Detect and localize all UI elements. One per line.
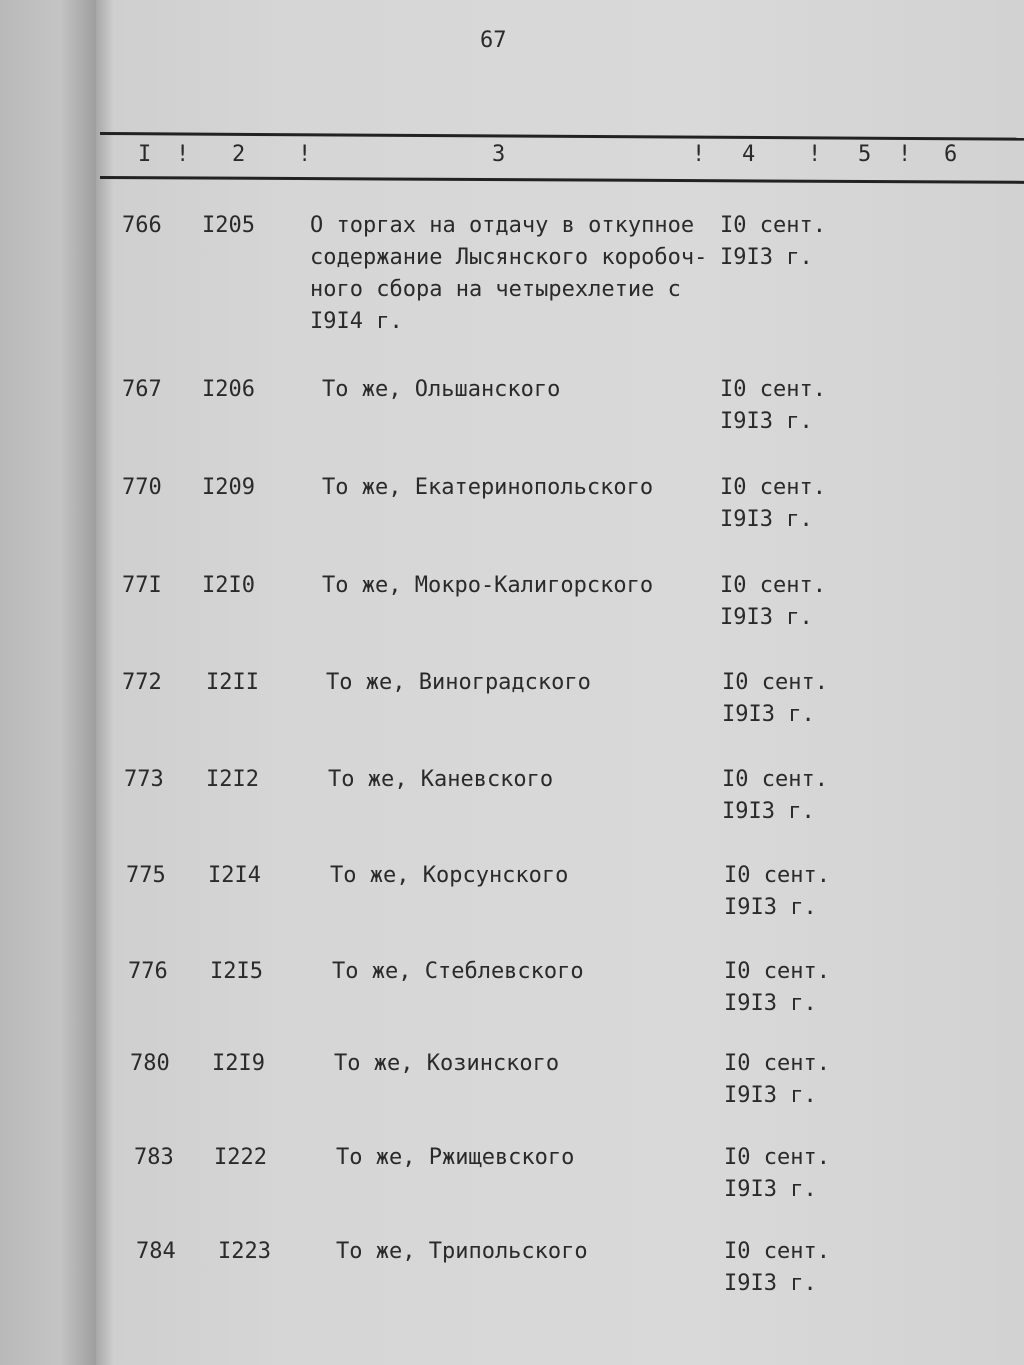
- case-number: I206: [202, 377, 255, 402]
- column-separator: !: [692, 142, 706, 167]
- case-title: То же, Каневского: [328, 767, 554, 792]
- row-number: 766: [122, 213, 162, 238]
- case-date: I0 сент. I9I3 г.: [720, 475, 826, 532]
- case-number: I205: [202, 213, 255, 238]
- row-number: 773: [124, 767, 164, 792]
- page-number: 67: [480, 28, 507, 53]
- case-title: То же, Корсунского: [330, 863, 569, 888]
- case-date: I0 сент. I9I3 г.: [720, 573, 826, 630]
- row-number: 772: [122, 670, 162, 695]
- column-header-1: I: [138, 142, 152, 167]
- case-title: То же, Трипольского: [336, 1239, 588, 1264]
- row-number: 77I: [122, 573, 162, 598]
- case-number: I2II: [206, 670, 259, 695]
- case-title: То же, Мокро-Калигорского: [322, 573, 654, 598]
- case-date: I0 сент. I9I3 г.: [724, 1145, 830, 1202]
- case-number: I2I5: [210, 959, 263, 984]
- previous-page-edge: [0, 0, 100, 1365]
- case-title: То же, Ольшанского: [322, 377, 561, 402]
- case-number: I2I0: [202, 573, 255, 598]
- case-date: I0 сент. I9I3 г.: [720, 377, 826, 434]
- case-title: То же, Козинского: [334, 1051, 560, 1076]
- case-date: I0 сент. I9I3 г.: [724, 959, 830, 1016]
- case-title: То же, Стеблевского: [332, 959, 584, 984]
- case-number: I2I4: [208, 863, 261, 888]
- case-title: О торгах на отдачу в откупное содержание…: [310, 213, 708, 334]
- case-date: I0 сент. I9I3 г.: [724, 1239, 830, 1296]
- column-separator: !: [298, 142, 312, 167]
- case-title: То же, Екатеринопольского: [322, 475, 654, 500]
- row-number: 767: [122, 377, 162, 402]
- row-number: 776: [128, 959, 168, 984]
- column-separator: !: [808, 142, 822, 167]
- row-number: 770: [122, 475, 162, 500]
- case-date: I0 сент. I9I3 г.: [724, 863, 830, 920]
- row-number: 783: [134, 1145, 174, 1170]
- case-number: I223: [218, 1239, 271, 1264]
- row-number: 780: [130, 1051, 170, 1076]
- case-number: I222: [214, 1145, 267, 1170]
- document-page: [96, 0, 1024, 1365]
- case-number: I2I9: [212, 1051, 265, 1076]
- case-number: I2I2: [206, 767, 259, 792]
- column-separator: !: [176, 142, 190, 167]
- row-number: 784: [136, 1239, 176, 1264]
- row-number: 775: [126, 863, 166, 888]
- column-header-4: 4: [742, 142, 756, 167]
- case-title: То же, Ржищевского: [336, 1145, 575, 1170]
- case-number: I209: [202, 475, 255, 500]
- case-title: То же, Виноградского: [326, 670, 591, 695]
- case-date: I0 сент. I9I3 г.: [724, 1051, 830, 1108]
- column-header-5: 5: [858, 142, 872, 167]
- column-separator: !: [898, 142, 912, 167]
- column-header-6: 6: [944, 142, 958, 167]
- case-date: I0 сент. I9I3 г.: [720, 213, 826, 270]
- column-header-3: 3: [492, 142, 506, 167]
- case-date: I0 сент. I9I3 г.: [722, 670, 828, 727]
- column-header-2: 2: [232, 142, 246, 167]
- case-date: I0 сент. I9I3 г.: [722, 767, 828, 824]
